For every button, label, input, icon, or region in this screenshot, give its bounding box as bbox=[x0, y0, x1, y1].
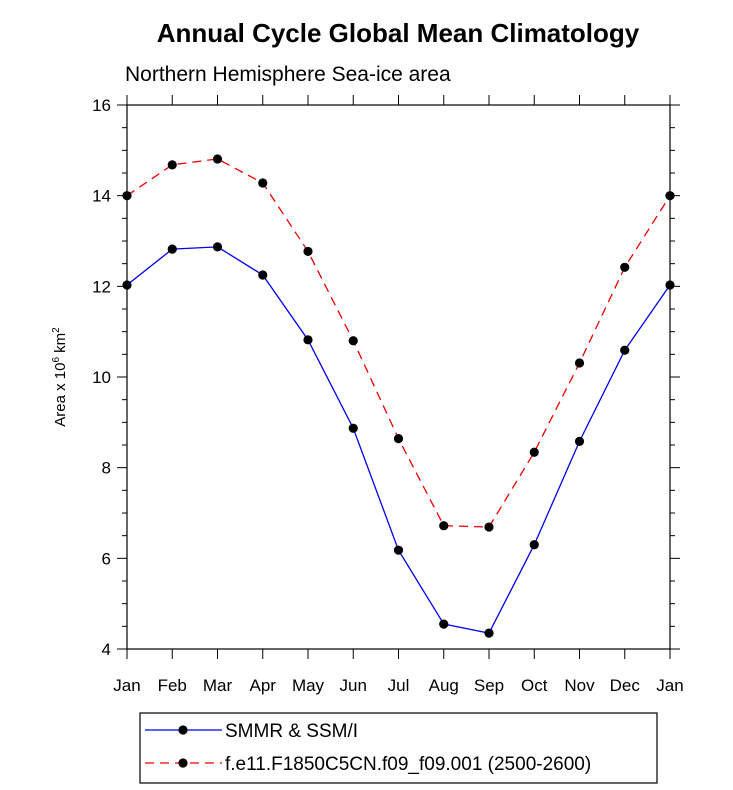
series-1-point bbox=[122, 280, 132, 290]
series-1-point bbox=[439, 619, 449, 629]
legend-items: SMMR & SSM/I f.e11.F1850C5CN.f09_f09.001 … bbox=[145, 721, 591, 775]
x-tick-label: Jul bbox=[388, 676, 410, 695]
series-line-2 bbox=[126, 158, 671, 528]
y-tick-label: 10 bbox=[92, 368, 111, 387]
y-tick-label: 16 bbox=[92, 96, 111, 115]
x-tick-label: Jan bbox=[113, 676, 140, 695]
series-1-point bbox=[574, 436, 585, 446]
series-1-point bbox=[167, 244, 177, 254]
series-layer bbox=[122, 154, 675, 638]
series-2-point bbox=[122, 191, 132, 201]
x-tick-label: Apr bbox=[250, 676, 277, 695]
y-axis-label-exp: 6 bbox=[51, 357, 62, 363]
series-1-point bbox=[484, 628, 494, 638]
y-tick-label: 6 bbox=[102, 549, 111, 568]
y-axis: 4 6 8 10 12 14 16 bbox=[92, 96, 680, 659]
legend: SMMR & SSM/I f.e11.F1850C5CN.f09_f09.001 … bbox=[139, 712, 658, 784]
legend-marker-1 bbox=[178, 725, 188, 735]
plot-border bbox=[126, 104, 671, 650]
y-tick-label: 8 bbox=[102, 459, 111, 478]
series-2-point bbox=[258, 178, 268, 188]
y-tick-label: 14 bbox=[92, 187, 111, 206]
series-2-point bbox=[665, 191, 675, 201]
y-tick-label: 12 bbox=[92, 277, 111, 296]
series-2-point bbox=[167, 160, 177, 170]
legend-box bbox=[139, 712, 658, 784]
x-tick-label: Sep bbox=[474, 676, 504, 695]
x-tick-label: May bbox=[292, 676, 325, 695]
series-1-point bbox=[529, 540, 539, 550]
y-axis-label-unit: km bbox=[52, 333, 69, 357]
series-2-point bbox=[212, 154, 223, 164]
series-2-point bbox=[529, 447, 539, 457]
x-tick-label: Oct bbox=[521, 676, 548, 695]
x-tick-label: Nov bbox=[564, 676, 595, 695]
series-2-point bbox=[348, 336, 358, 346]
series-1-point bbox=[212, 242, 223, 252]
y-axis-label: Area x 106 km2 bbox=[51, 327, 69, 427]
series-2-point bbox=[439, 521, 449, 531]
legend-marker-2 bbox=[178, 758, 188, 768]
y-axis-label-text: Area x 10 bbox=[52, 363, 69, 427]
series-1-point bbox=[348, 423, 358, 433]
series-1-point bbox=[665, 280, 675, 290]
x-tick-label: Feb bbox=[158, 676, 187, 695]
plot-frame bbox=[126, 104, 671, 650]
series-2-point bbox=[393, 434, 404, 444]
x-tick-label: Jun bbox=[340, 676, 367, 695]
series-1-point bbox=[303, 335, 313, 345]
x-tick-label: Aug bbox=[429, 676, 459, 695]
legend-label-2: f.e11.F1850C5CN.f09_f09.001 (2500-2600) bbox=[225, 754, 591, 775]
series-1-point bbox=[393, 545, 404, 555]
chart-title: Annual Cycle Global Mean Climatology bbox=[157, 18, 640, 48]
series-1-point bbox=[258, 270, 268, 280]
x-tick-label: Dec bbox=[610, 676, 641, 695]
series-1-point bbox=[620, 345, 630, 355]
x-tick-label: Mar bbox=[203, 676, 233, 695]
y-tick-label: 4 bbox=[102, 640, 111, 659]
series-2-point bbox=[484, 522, 494, 532]
series-2-point bbox=[620, 262, 630, 272]
legend-label-1: SMMR & SSM/I bbox=[225, 721, 358, 742]
series-2-point bbox=[574, 358, 585, 368]
x-axis: Jan Feb Mar Apr May Jun Jul Aug Sep Oct Nov Dec Jan bbox=[113, 95, 684, 695]
y-axis-label-unit-exp: 2 bbox=[51, 327, 62, 333]
chart-subtitle: Northern Hemisphere Sea-ice area bbox=[125, 63, 451, 86]
series-2-point bbox=[303, 246, 313, 257]
x-tick-label: Jan bbox=[656, 676, 683, 695]
